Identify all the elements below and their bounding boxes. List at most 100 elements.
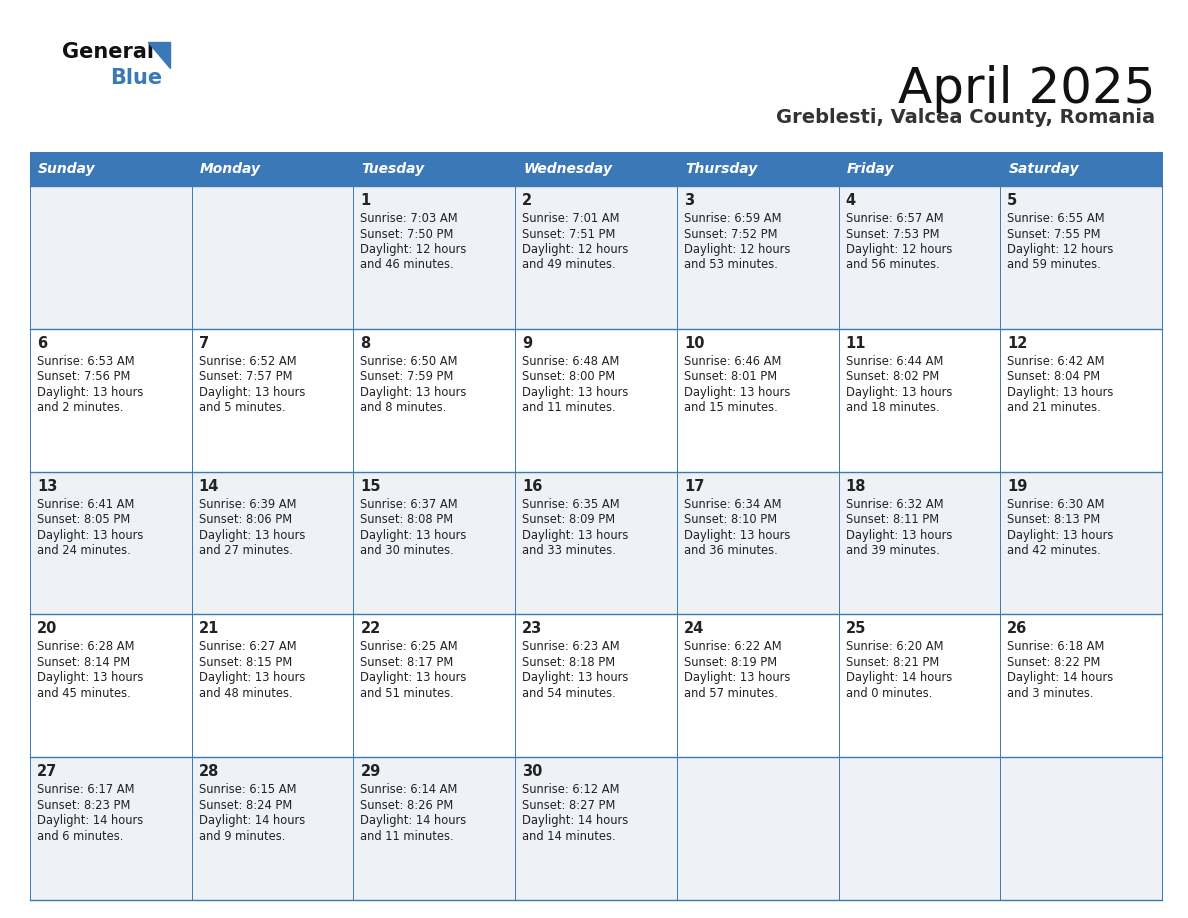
- Bar: [353, 329, 516, 472]
- Bar: [839, 614, 1000, 757]
- Text: Sunset: 7:56 PM: Sunset: 7:56 PM: [37, 370, 131, 384]
- Text: Sunrise: 6:46 AM: Sunrise: 6:46 AM: [684, 354, 782, 368]
- Text: Sunset: 7:59 PM: Sunset: 7:59 PM: [360, 370, 454, 384]
- Text: Daylight: 13 hours: Daylight: 13 hours: [37, 529, 144, 542]
- Text: and 36 minutes.: and 36 minutes.: [684, 544, 778, 557]
- Text: and 3 minutes.: and 3 minutes.: [1007, 687, 1094, 700]
- Text: Daylight: 13 hours: Daylight: 13 hours: [360, 529, 467, 542]
- Text: Daylight: 13 hours: Daylight: 13 hours: [684, 671, 790, 685]
- Text: Tuesday: Tuesday: [361, 162, 424, 176]
- Text: Sunset: 8:23 PM: Sunset: 8:23 PM: [37, 799, 131, 812]
- Text: Sunrise: 6:55 AM: Sunrise: 6:55 AM: [1007, 212, 1105, 225]
- Text: 1: 1: [360, 193, 371, 208]
- Text: Sunrise: 6:59 AM: Sunrise: 6:59 AM: [684, 212, 782, 225]
- Text: and 45 minutes.: and 45 minutes.: [37, 687, 131, 700]
- Text: 27: 27: [37, 764, 57, 779]
- Text: Daylight: 13 hours: Daylight: 13 hours: [1007, 529, 1113, 542]
- Bar: [1000, 472, 1162, 614]
- Text: and 6 minutes.: and 6 minutes.: [37, 830, 124, 843]
- Text: 28: 28: [198, 764, 219, 779]
- Text: April 2025: April 2025: [897, 65, 1155, 113]
- Text: and 30 minutes.: and 30 minutes.: [360, 544, 454, 557]
- Text: and 21 minutes.: and 21 minutes.: [1007, 401, 1101, 414]
- Bar: [30, 757, 191, 900]
- Text: Daylight: 12 hours: Daylight: 12 hours: [1007, 243, 1113, 256]
- Text: and 15 minutes.: and 15 minutes.: [684, 401, 778, 414]
- Text: Sunrise: 6:30 AM: Sunrise: 6:30 AM: [1007, 498, 1105, 510]
- Text: Sunrise: 7:03 AM: Sunrise: 7:03 AM: [360, 212, 459, 225]
- Text: Sunset: 8:14 PM: Sunset: 8:14 PM: [37, 655, 131, 669]
- Bar: [516, 757, 677, 900]
- Bar: [677, 329, 839, 472]
- Text: Sunset: 8:08 PM: Sunset: 8:08 PM: [360, 513, 454, 526]
- Bar: [516, 472, 677, 614]
- Text: General: General: [62, 42, 154, 62]
- Text: Daylight: 13 hours: Daylight: 13 hours: [684, 386, 790, 398]
- Text: Daylight: 13 hours: Daylight: 13 hours: [198, 386, 305, 398]
- Text: Sunset: 8:04 PM: Sunset: 8:04 PM: [1007, 370, 1100, 384]
- Text: 5: 5: [1007, 193, 1018, 208]
- Text: Daylight: 12 hours: Daylight: 12 hours: [360, 243, 467, 256]
- Text: Sunset: 8:00 PM: Sunset: 8:00 PM: [523, 370, 615, 384]
- Bar: [353, 186, 516, 329]
- Text: Sunrise: 6:12 AM: Sunrise: 6:12 AM: [523, 783, 620, 796]
- Text: and 59 minutes.: and 59 minutes.: [1007, 259, 1101, 272]
- Text: Sunday: Sunday: [38, 162, 95, 176]
- Text: and 5 minutes.: and 5 minutes.: [198, 401, 285, 414]
- Text: Daylight: 14 hours: Daylight: 14 hours: [37, 814, 144, 827]
- Text: Sunset: 8:10 PM: Sunset: 8:10 PM: [684, 513, 777, 526]
- Text: 16: 16: [523, 478, 543, 494]
- Text: Sunset: 8:18 PM: Sunset: 8:18 PM: [523, 655, 615, 669]
- Bar: [30, 186, 191, 329]
- Bar: [191, 152, 353, 186]
- Bar: [30, 329, 191, 472]
- Text: and 11 minutes.: and 11 minutes.: [523, 401, 615, 414]
- Text: Daylight: 12 hours: Daylight: 12 hours: [846, 243, 952, 256]
- Text: 30: 30: [523, 764, 543, 779]
- Text: Daylight: 12 hours: Daylight: 12 hours: [684, 243, 790, 256]
- Bar: [839, 757, 1000, 900]
- Text: Sunrise: 6:14 AM: Sunrise: 6:14 AM: [360, 783, 457, 796]
- Bar: [1000, 614, 1162, 757]
- Text: and 48 minutes.: and 48 minutes.: [198, 687, 292, 700]
- Bar: [677, 186, 839, 329]
- Bar: [1000, 329, 1162, 472]
- Bar: [353, 152, 516, 186]
- Text: Sunrise: 6:37 AM: Sunrise: 6:37 AM: [360, 498, 459, 510]
- Text: and 2 minutes.: and 2 minutes.: [37, 401, 124, 414]
- Polygon shape: [148, 42, 170, 68]
- Text: Daylight: 13 hours: Daylight: 13 hours: [37, 386, 144, 398]
- Bar: [516, 186, 677, 329]
- Text: 11: 11: [846, 336, 866, 351]
- Text: and 49 minutes.: and 49 minutes.: [523, 259, 615, 272]
- Text: Sunset: 8:24 PM: Sunset: 8:24 PM: [198, 799, 292, 812]
- Bar: [1000, 152, 1162, 186]
- Text: and 39 minutes.: and 39 minutes.: [846, 544, 940, 557]
- Text: Sunset: 8:21 PM: Sunset: 8:21 PM: [846, 655, 939, 669]
- Bar: [191, 186, 353, 329]
- Bar: [191, 329, 353, 472]
- Text: 9: 9: [523, 336, 532, 351]
- Text: Sunrise: 6:42 AM: Sunrise: 6:42 AM: [1007, 354, 1105, 368]
- Bar: [677, 614, 839, 757]
- Text: Sunset: 7:50 PM: Sunset: 7:50 PM: [360, 228, 454, 241]
- Text: and 27 minutes.: and 27 minutes.: [198, 544, 292, 557]
- Bar: [677, 152, 839, 186]
- Text: and 54 minutes.: and 54 minutes.: [523, 687, 615, 700]
- Text: Sunrise: 6:23 AM: Sunrise: 6:23 AM: [523, 641, 620, 654]
- Bar: [353, 757, 516, 900]
- Text: Sunrise: 6:22 AM: Sunrise: 6:22 AM: [684, 641, 782, 654]
- Text: 29: 29: [360, 764, 380, 779]
- Bar: [30, 472, 191, 614]
- Text: Sunrise: 6:39 AM: Sunrise: 6:39 AM: [198, 498, 296, 510]
- Text: Sunrise: 6:52 AM: Sunrise: 6:52 AM: [198, 354, 296, 368]
- Text: 20: 20: [37, 621, 57, 636]
- Text: Daylight: 14 hours: Daylight: 14 hours: [523, 814, 628, 827]
- Text: and 9 minutes.: and 9 minutes.: [198, 830, 285, 843]
- Bar: [516, 329, 677, 472]
- Text: 4: 4: [846, 193, 855, 208]
- Text: Sunrise: 6:17 AM: Sunrise: 6:17 AM: [37, 783, 134, 796]
- Text: Sunrise: 6:28 AM: Sunrise: 6:28 AM: [37, 641, 134, 654]
- Text: 18: 18: [846, 478, 866, 494]
- Bar: [353, 614, 516, 757]
